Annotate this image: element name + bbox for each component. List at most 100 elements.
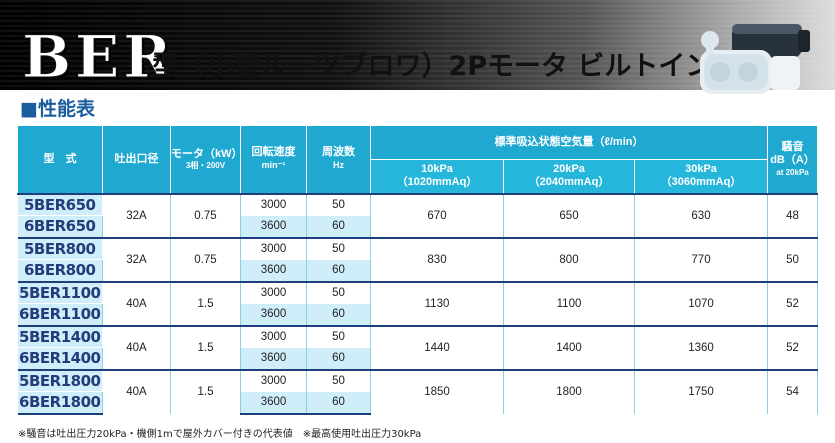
model-60hz: 6BER1100 bbox=[17, 303, 103, 327]
speed-50hz: 3000 bbox=[240, 368, 307, 392]
air-volume-10kpa: 1130 bbox=[370, 280, 504, 326]
noise-value: 48 bbox=[767, 192, 818, 238]
table-row: 6BER1800 3600 60 bbox=[17, 391, 818, 415]
speed-60hz: 3600 bbox=[240, 303, 307, 327]
speed-50hz: 3000 bbox=[240, 236, 307, 260]
header-outlet: 吐出口径 bbox=[102, 125, 171, 194]
performance-table: 型 式 吐出口径 モータ（kW） 3相・200V 回転速度 min⁻¹ 周波数 Hz … bbox=[17, 125, 818, 415]
air-volume-30kpa: 1360 bbox=[634, 324, 768, 370]
air-volume-10kpa: 830 bbox=[370, 236, 504, 282]
air-volume-30kpa: 1750 bbox=[634, 368, 768, 414]
noise-value: 54 bbox=[767, 368, 818, 414]
banner-stripes bbox=[0, 0, 835, 90]
model-50hz: 5BER800 bbox=[17, 236, 103, 260]
header-model: 型 式 bbox=[17, 125, 103, 194]
speed-50hz: 3000 bbox=[240, 280, 307, 304]
header-pressure-10kpa: 10kPa （1020mmAq） bbox=[370, 159, 504, 194]
air-volume-20kpa: 1800 bbox=[503, 368, 635, 414]
air-volume-10kpa: 1850 bbox=[370, 368, 504, 414]
header-noise-sub: at 20kPa bbox=[776, 167, 809, 177]
header-frequency-label: 周波数 bbox=[322, 146, 355, 159]
model-60hz: 6BER650 bbox=[17, 215, 103, 239]
header-noise-label: 騒音 bbox=[781, 141, 804, 154]
air-volume-20kpa: 1400 bbox=[503, 324, 635, 370]
air-volume-20kpa: 800 bbox=[503, 236, 635, 282]
model-50hz: 5BER1800 bbox=[17, 368, 103, 392]
air-volume-20kpa: 650 bbox=[503, 192, 635, 238]
header-motor-label: モータ（kW） bbox=[171, 147, 243, 160]
air-volume-30kpa: 1070 bbox=[634, 280, 768, 326]
motor-power: 0.75 bbox=[170, 192, 241, 238]
speed-60hz: 3600 bbox=[240, 215, 307, 239]
header-motor: モータ（kW） 3相・200V bbox=[170, 125, 243, 194]
title-banner bbox=[0, 0, 835, 90]
frequency-60hz: 60 bbox=[306, 259, 371, 283]
header-pressure-30kpa: 30kPa （3060mmAq） bbox=[634, 159, 768, 194]
header-speed-label: 回転速度 bbox=[251, 146, 296, 159]
frequency-50hz: 50 bbox=[306, 368, 371, 392]
speed-50hz: 3000 bbox=[240, 192, 307, 216]
model-50hz: 5BER650 bbox=[17, 192, 103, 216]
roots-blower-illustration bbox=[700, 24, 810, 94]
pressure-20kpa-sub: （2040mmAq） bbox=[528, 176, 610, 189]
table-row: 5BER1400 40A 1.5 3000 50 1440 1400 1360 … bbox=[17, 324, 818, 370]
pressure-20kpa-label: 20kPa bbox=[553, 163, 585, 176]
outlet-size: 32A bbox=[102, 236, 171, 282]
header-motor-sub: 3相・200V bbox=[185, 161, 226, 171]
motor-power: 0.75 bbox=[170, 236, 241, 282]
pressure-30kpa-label: 30kPa bbox=[685, 163, 717, 176]
pressure-10kpa-label: 10kPa bbox=[421, 163, 453, 176]
frequency-60hz: 60 bbox=[306, 347, 371, 371]
frequency-60hz: 60 bbox=[306, 215, 371, 239]
section-title-performance-table: ■性能表 bbox=[20, 94, 95, 121]
frequency-50hz: 50 bbox=[306, 192, 371, 216]
model-50hz: 5BER1100 bbox=[17, 280, 103, 304]
air-volume-30kpa: 630 bbox=[634, 192, 768, 238]
model-60hz: 6BER800 bbox=[17, 259, 103, 283]
noise-value: 50 bbox=[767, 236, 818, 282]
frequency-50hz: 50 bbox=[306, 280, 371, 304]
speed-60hz: 3600 bbox=[240, 391, 307, 415]
frequency-50hz: 50 bbox=[306, 324, 371, 348]
header-noise: 騒音 dB（A） at 20kPa bbox=[767, 125, 818, 194]
table-row: 5BER1100 40A 1.5 3000 50 1130 1100 1070 … bbox=[17, 280, 818, 326]
table-row: 6BER650 3600 60 bbox=[17, 215, 818, 239]
section-title-text: ■性能表 bbox=[20, 98, 95, 120]
header-speed-unit: min⁻¹ bbox=[261, 160, 286, 171]
pressure-30kpa-sub: （3060mmAq） bbox=[660, 176, 742, 189]
title-description: 型（小型ルーツブロワ）2Pモータ ビルトイン式 bbox=[152, 51, 740, 82]
frequency-50hz: 50 bbox=[306, 236, 371, 260]
outlet-size: 40A bbox=[102, 368, 171, 414]
title-series-name: BER bbox=[21, 23, 176, 91]
footnote: ※騒音は吐出圧力20kPa・機側1mで屋外カバー付きの代表値 ※最高使用吐出圧力… bbox=[18, 429, 422, 440]
model-50hz: 5BER1400 bbox=[17, 324, 103, 348]
header-pressure-20kpa: 20kPa （2040mmAq） bbox=[503, 159, 635, 194]
frequency-60hz: 60 bbox=[306, 391, 371, 415]
header-noise-unit: dB（A） bbox=[770, 154, 815, 167]
air-volume-10kpa: 670 bbox=[370, 192, 504, 238]
model-60hz: 6BER1800 bbox=[17, 391, 103, 415]
header-frequency: 周波数 Hz bbox=[306, 125, 371, 194]
header-air-volume: 標準吸込状態空気量（ℓ/min） bbox=[370, 125, 768, 160]
table-row: 6BER1400 3600 60 bbox=[17, 347, 818, 371]
table-row: 6BER800 3600 60 bbox=[17, 259, 818, 283]
outlet-size: 40A bbox=[102, 324, 171, 370]
outlet-size: 40A bbox=[102, 280, 171, 326]
header-speed: 回転速度 min⁻¹ bbox=[240, 125, 307, 194]
motor-power: 1.5 bbox=[170, 324, 241, 370]
noise-value: 52 bbox=[767, 324, 818, 370]
table-row: 5BER800 32A 0.75 3000 50 830 800 770 50 bbox=[17, 236, 818, 282]
air-volume-10kpa: 1440 bbox=[370, 324, 504, 370]
speed-60hz: 3600 bbox=[240, 259, 307, 283]
speed-60hz: 3600 bbox=[240, 347, 307, 371]
outlet-size: 32A bbox=[102, 192, 171, 238]
table-row: 6BER1100 3600 60 bbox=[17, 303, 818, 327]
model-60hz: 6BER1400 bbox=[17, 347, 103, 371]
frequency-60hz: 60 bbox=[306, 303, 371, 327]
air-volume-30kpa: 770 bbox=[634, 236, 768, 282]
motor-power: 1.5 bbox=[170, 368, 241, 414]
motor-power: 1.5 bbox=[170, 280, 241, 326]
pressure-10kpa-sub: （1020mmAq） bbox=[396, 176, 478, 189]
speed-50hz: 3000 bbox=[240, 324, 307, 348]
air-volume-20kpa: 1100 bbox=[503, 280, 635, 326]
